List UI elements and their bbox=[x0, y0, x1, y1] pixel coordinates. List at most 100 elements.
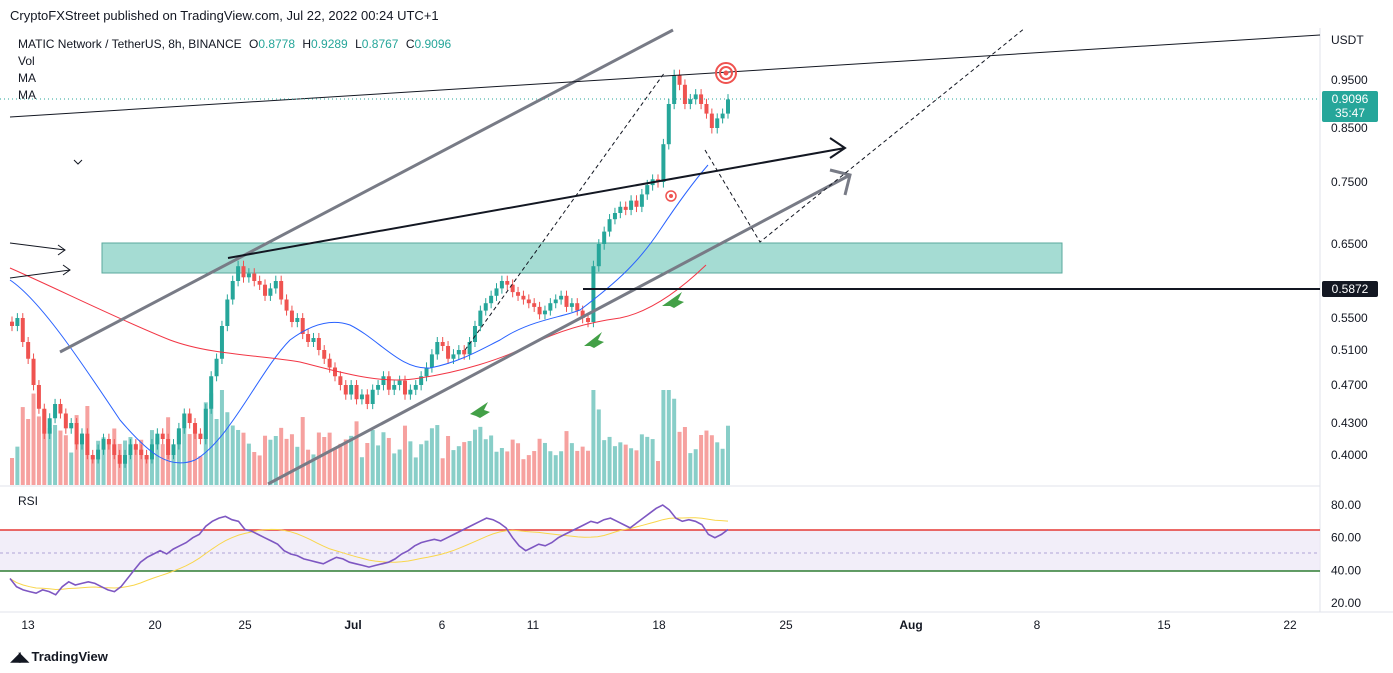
candle-body bbox=[160, 433, 165, 439]
volume-bar bbox=[306, 449, 311, 485]
candle-body bbox=[219, 326, 224, 359]
candle-body bbox=[171, 444, 176, 455]
candle-body bbox=[510, 284, 515, 293]
candle-body bbox=[359, 394, 364, 400]
candle-body bbox=[612, 213, 617, 220]
candle-body bbox=[672, 75, 677, 104]
left-arrow-2 bbox=[9, 269, 71, 279]
channel-upper-line[interactable] bbox=[59, 28, 674, 354]
volume-bar bbox=[386, 437, 391, 485]
volume-bar bbox=[268, 439, 273, 485]
volume-bar bbox=[90, 455, 95, 485]
volume-bar bbox=[602, 440, 607, 485]
volume-bars bbox=[10, 390, 730, 485]
volume-bar bbox=[709, 435, 714, 485]
time-tick-label: 25 bbox=[238, 618, 252, 632]
candle-body bbox=[58, 404, 63, 414]
volume-bar bbox=[300, 417, 305, 485]
candle-body bbox=[467, 342, 472, 355]
legend-symbol[interactable]: MATIC Network / TetherUS, 8h, BINANCE bbox=[18, 37, 242, 51]
candle-body bbox=[300, 318, 305, 334]
volume-bar bbox=[526, 455, 531, 485]
resistance-line[interactable] bbox=[9, 34, 1321, 118]
time-tick-label: 25 bbox=[779, 618, 793, 632]
candle-body bbox=[343, 385, 348, 395]
volume-bar bbox=[446, 436, 451, 485]
volume-bar bbox=[322, 437, 327, 485]
price-tick-label: 0.7500 bbox=[1331, 175, 1368, 189]
channel-lower-line[interactable] bbox=[267, 173, 851, 486]
rsi-label[interactable]: RSI bbox=[18, 494, 39, 508]
volume-bar bbox=[252, 452, 257, 485]
price-tick-label: 0.8500 bbox=[1331, 121, 1368, 135]
volume-bar bbox=[101, 437, 106, 485]
volume-bar bbox=[451, 450, 456, 485]
legend-high-value: 0.9289 bbox=[311, 37, 348, 51]
volume-bar bbox=[193, 429, 198, 485]
candle-body bbox=[440, 342, 445, 346]
time-tick-label: Jul bbox=[344, 618, 361, 632]
volume-bar bbox=[176, 431, 181, 485]
demand-zone[interactable] bbox=[101, 242, 1063, 274]
chevron-down-icon[interactable] bbox=[73, 159, 83, 165]
volume-bar bbox=[53, 425, 58, 485]
support-trend-line[interactable] bbox=[227, 147, 846, 259]
candle-body bbox=[726, 99, 730, 114]
candle-body bbox=[548, 303, 553, 311]
candle-body bbox=[516, 292, 521, 296]
tradingview-logo[interactable]: ◢◣ TradingView bbox=[10, 648, 108, 665]
candle-body bbox=[85, 433, 90, 455]
candle-body bbox=[618, 206, 623, 213]
legend-indicator-ma-2[interactable]: MA bbox=[18, 88, 36, 102]
candle-body bbox=[69, 423, 74, 429]
legend-symbol-row[interactable]: MATIC Network / TetherUS, 8h, BINANCE O0… bbox=[18, 36, 451, 53]
rsi-axis: 80.00 60.00 40.00 20.00 bbox=[1331, 498, 1361, 610]
volume-bar bbox=[241, 432, 246, 485]
projection-path-down bbox=[704, 27, 1026, 243]
left-arrow-1 bbox=[9, 242, 66, 251]
volume-bar bbox=[548, 451, 553, 485]
candle-body bbox=[602, 231, 607, 244]
candle-body bbox=[263, 284, 268, 296]
target-icon[interactable] bbox=[715, 62, 737, 84]
price-tick-label: 0.4700 bbox=[1331, 378, 1368, 392]
candle-body bbox=[645, 185, 650, 195]
candle-body bbox=[451, 354, 456, 359]
volume-bar bbox=[440, 458, 445, 485]
channel-lower-arrowhead bbox=[829, 168, 852, 196]
buy-arrow-icon[interactable] bbox=[470, 292, 684, 418]
volume-bar bbox=[106, 444, 111, 485]
candle-body bbox=[15, 318, 20, 326]
candle-body bbox=[429, 354, 434, 368]
time-tick-label: 11 bbox=[527, 618, 540, 632]
time-tick-label: Aug bbox=[899, 618, 922, 632]
candle-body bbox=[381, 376, 386, 385]
volume-bar bbox=[187, 434, 192, 485]
time-tick-label: 6 bbox=[439, 618, 446, 632]
candle-body bbox=[123, 455, 128, 464]
volume-bar bbox=[289, 434, 294, 485]
time-tick-label: 15 bbox=[1157, 618, 1171, 632]
price-axis: 0.9500 0.8500 0.7500 0.6500 0.5500 0.5100 0.47… bbox=[1331, 73, 1368, 462]
volume-bar bbox=[419, 444, 424, 485]
small-target-icon[interactable] bbox=[665, 190, 677, 202]
candle-body bbox=[252, 273, 257, 281]
candle-body bbox=[106, 439, 111, 445]
legend-indicator-ma-1[interactable]: MA bbox=[18, 71, 36, 85]
candle-body bbox=[709, 113, 714, 128]
volume-bar bbox=[499, 448, 504, 485]
volume-bar bbox=[462, 442, 467, 485]
candle-body bbox=[279, 281, 284, 300]
candle-body bbox=[20, 318, 25, 342]
legend-indicator-vol[interactable]: Vol bbox=[18, 54, 35, 68]
volume-bar bbox=[586, 450, 591, 485]
candle-body bbox=[586, 318, 591, 322]
candle-body bbox=[47, 418, 52, 434]
volume-bar bbox=[343, 439, 348, 485]
candle-body bbox=[112, 444, 117, 455]
candle-body bbox=[483, 303, 488, 311]
candle-body bbox=[316, 338, 321, 350]
volume-bar bbox=[429, 428, 434, 485]
volume-bar bbox=[171, 445, 176, 485]
